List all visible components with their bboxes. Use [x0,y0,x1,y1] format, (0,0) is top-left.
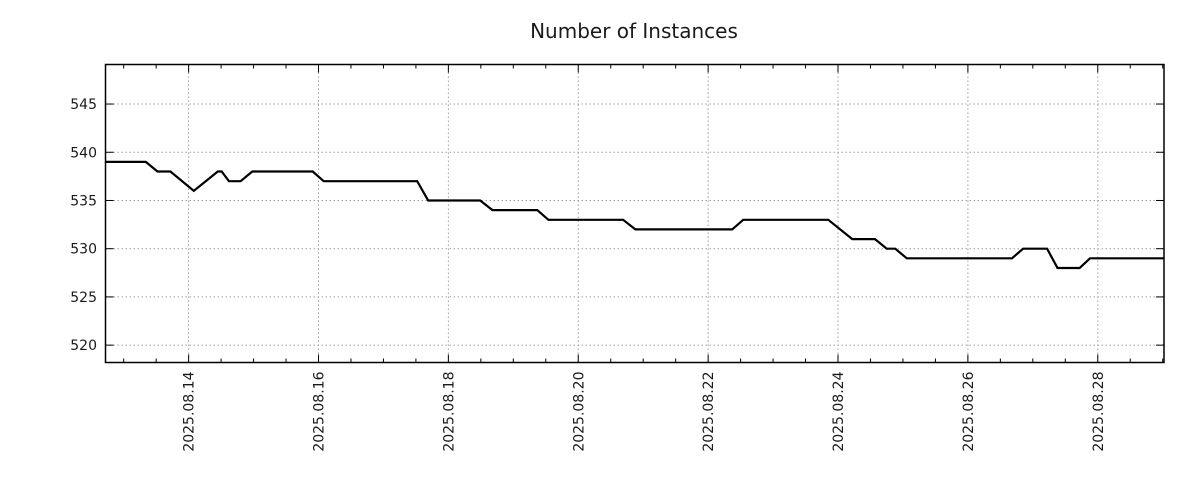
x-tick-label: 2025.08.18 [441,372,457,452]
x-tick-label: 2025.08.26 [961,371,977,451]
data-line-instances [105,160,1164,270]
y-tick-label: 535 [70,193,97,209]
x-tick-label: 2025.08.20 [571,372,587,452]
y-tick-label: 545 [70,97,97,113]
y-tick-label: 525 [70,290,97,306]
plot-border [104,63,1165,364]
x-tick-label: 2025.08.22 [701,372,717,452]
x-tick-label: 2025.08.14 [182,371,198,451]
plot-layer [105,160,1164,270]
axis-layer [104,63,1165,364]
x-tick-label: 2025.08.24 [831,371,847,451]
grid-layer [105,64,1164,363]
label-layer: 520 525 530 535 540 545 2025.08.14 2025.08.16 20… [70,97,1106,452]
x-tick-label: 2025.08.16 [311,371,327,451]
chart-title: Number of Instances [530,19,738,43]
y-tick-label: 530 [70,242,97,258]
x-tick-label: 2025.08.28 [1091,372,1107,452]
y-tick-label: 540 [70,145,97,161]
y-tick-label: 520 [70,338,97,354]
